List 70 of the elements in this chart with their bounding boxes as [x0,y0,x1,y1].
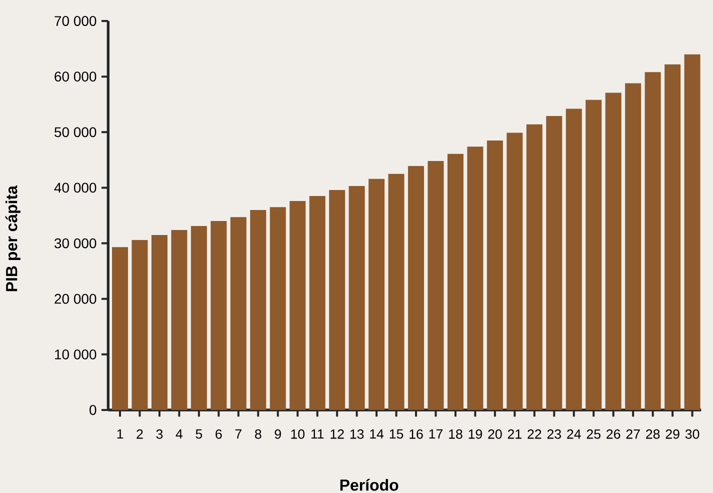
x-tick-label: 29 [666,429,680,439]
y-tick-label: 0 [90,405,96,415]
bar [270,207,286,410]
y-tick-label: 20 000 [54,294,96,304]
bar [151,234,168,410]
bar [486,140,503,410]
y-axis-title: PIB per cápita [5,185,20,292]
x-tick-label: 10 [291,429,305,439]
x-tick-label: 20 [488,429,502,439]
bar [447,154,464,410]
x-tick-label: 17 [429,429,442,439]
x-tick-label: 25 [586,429,600,439]
x-tick-label: 19 [468,429,482,439]
x-tick-label: 22 [528,429,542,439]
x-tick-label: 15 [390,429,404,439]
bar [388,174,404,410]
x-tick-label: 23 [547,429,561,439]
x-tick-label: 8 [255,429,262,439]
x-tick-label: 3 [156,429,163,439]
y-tick-label: 30 000 [54,238,96,248]
y-tick-label: 60 000 [54,72,96,82]
bar [566,108,582,410]
bar [329,190,346,410]
x-tick-label: 4 [176,429,183,439]
x-tick-label: 21 [508,429,522,439]
x-tick-label: 1 [117,429,124,439]
bar [408,166,424,410]
bar [625,83,642,410]
bar [605,92,622,410]
x-tick-label: 9 [274,429,281,439]
bar [190,226,207,410]
x-axis-title: Período [340,478,398,491]
bar [684,54,700,410]
x-tick-label: 7 [235,429,242,439]
bar [586,100,602,410]
bar [230,217,246,410]
x-tick-label: 12 [330,429,344,439]
x-tick-label: 6 [216,429,222,439]
x-tick-label: 2 [136,429,143,439]
bar [132,240,148,410]
bar [428,161,444,410]
bar [112,247,128,410]
x-tick-label: 18 [449,429,462,439]
bar [664,64,681,410]
y-tick-label: 50 000 [54,127,96,138]
bar [546,116,562,410]
bar [210,221,227,410]
x-tick-label: 11 [311,429,324,439]
bar [644,72,661,410]
x-tick-label: 26 [606,429,620,439]
y-tick-label: 70 000 [54,16,96,26]
bar [290,201,306,410]
x-tick-label: 16 [410,429,423,439]
x-tick-label: 24 [567,429,581,439]
x-tick-label: 14 [370,429,384,439]
bar [309,196,326,410]
bar [526,124,542,410]
y-tick-label: 10 000 [55,349,96,360]
x-tick-label: 5 [196,429,202,439]
bar [467,146,484,410]
bar [250,210,266,410]
x-tick-label: 27 [626,429,640,439]
x-tick-label: 30 [685,429,700,439]
bar [348,186,365,410]
x-tick-label: 28 [646,429,660,439]
bar [368,178,385,410]
bar [506,132,523,410]
x-tick-label: 13 [350,429,364,439]
y-tick-label: 40 000 [54,182,96,193]
bar [171,230,188,410]
